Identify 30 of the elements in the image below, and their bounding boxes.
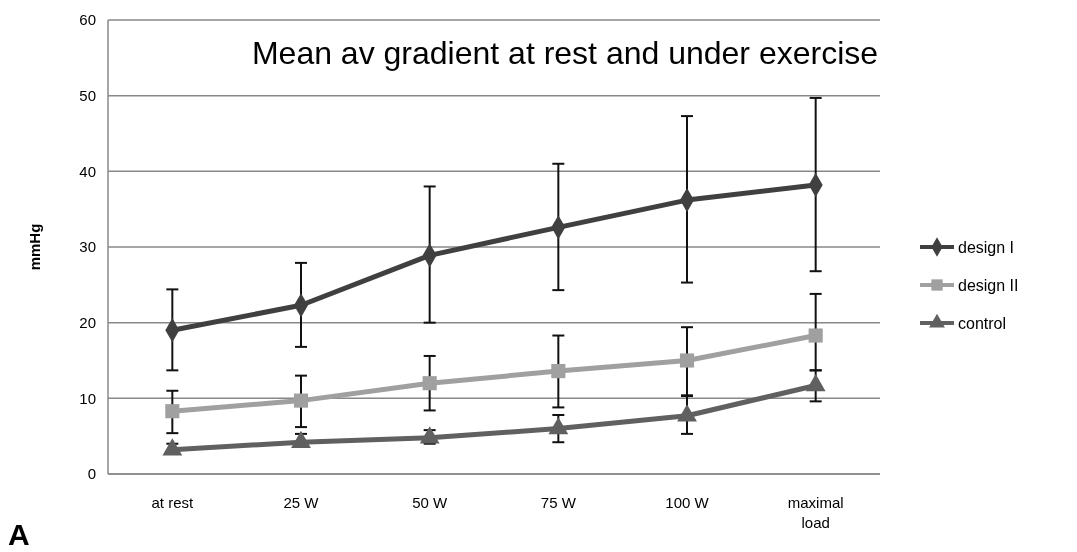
point [677,404,697,422]
legend-label: design I [958,238,1015,256]
text: A [8,518,30,551]
point [293,393,309,408]
legend-label: control [958,314,1007,332]
y-tick-label: 10 [79,389,96,407]
x-tick-label: 100 W [665,494,710,511]
y-tick-label: 60 [79,11,96,29]
x-tick-label: 50 W [412,494,449,511]
x-tick-label: 75 W [540,494,577,511]
point [422,376,437,391]
x-tick-label: maximal load [787,494,844,531]
point [679,353,695,368]
point [291,430,311,448]
point [165,404,180,419]
point [551,364,566,379]
text: Mean av gradient at rest and under exercise [251,35,879,71]
legend-label: design II [958,276,1019,294]
y-tick-label: 20 [79,313,96,331]
x-tick-label: at rest [151,494,194,511]
x-tick-label: 25 W [283,494,320,511]
point [548,417,569,435]
point [162,438,183,456]
y-tick-label: 30 [79,238,96,256]
point [805,374,826,392]
y-tick-label: 0 [87,465,96,483]
point [808,328,823,343]
y-tick-label: 40 [79,162,96,180]
y-tick-label: 50 [79,86,96,104]
y-axis-title: mmHg [26,223,43,271]
